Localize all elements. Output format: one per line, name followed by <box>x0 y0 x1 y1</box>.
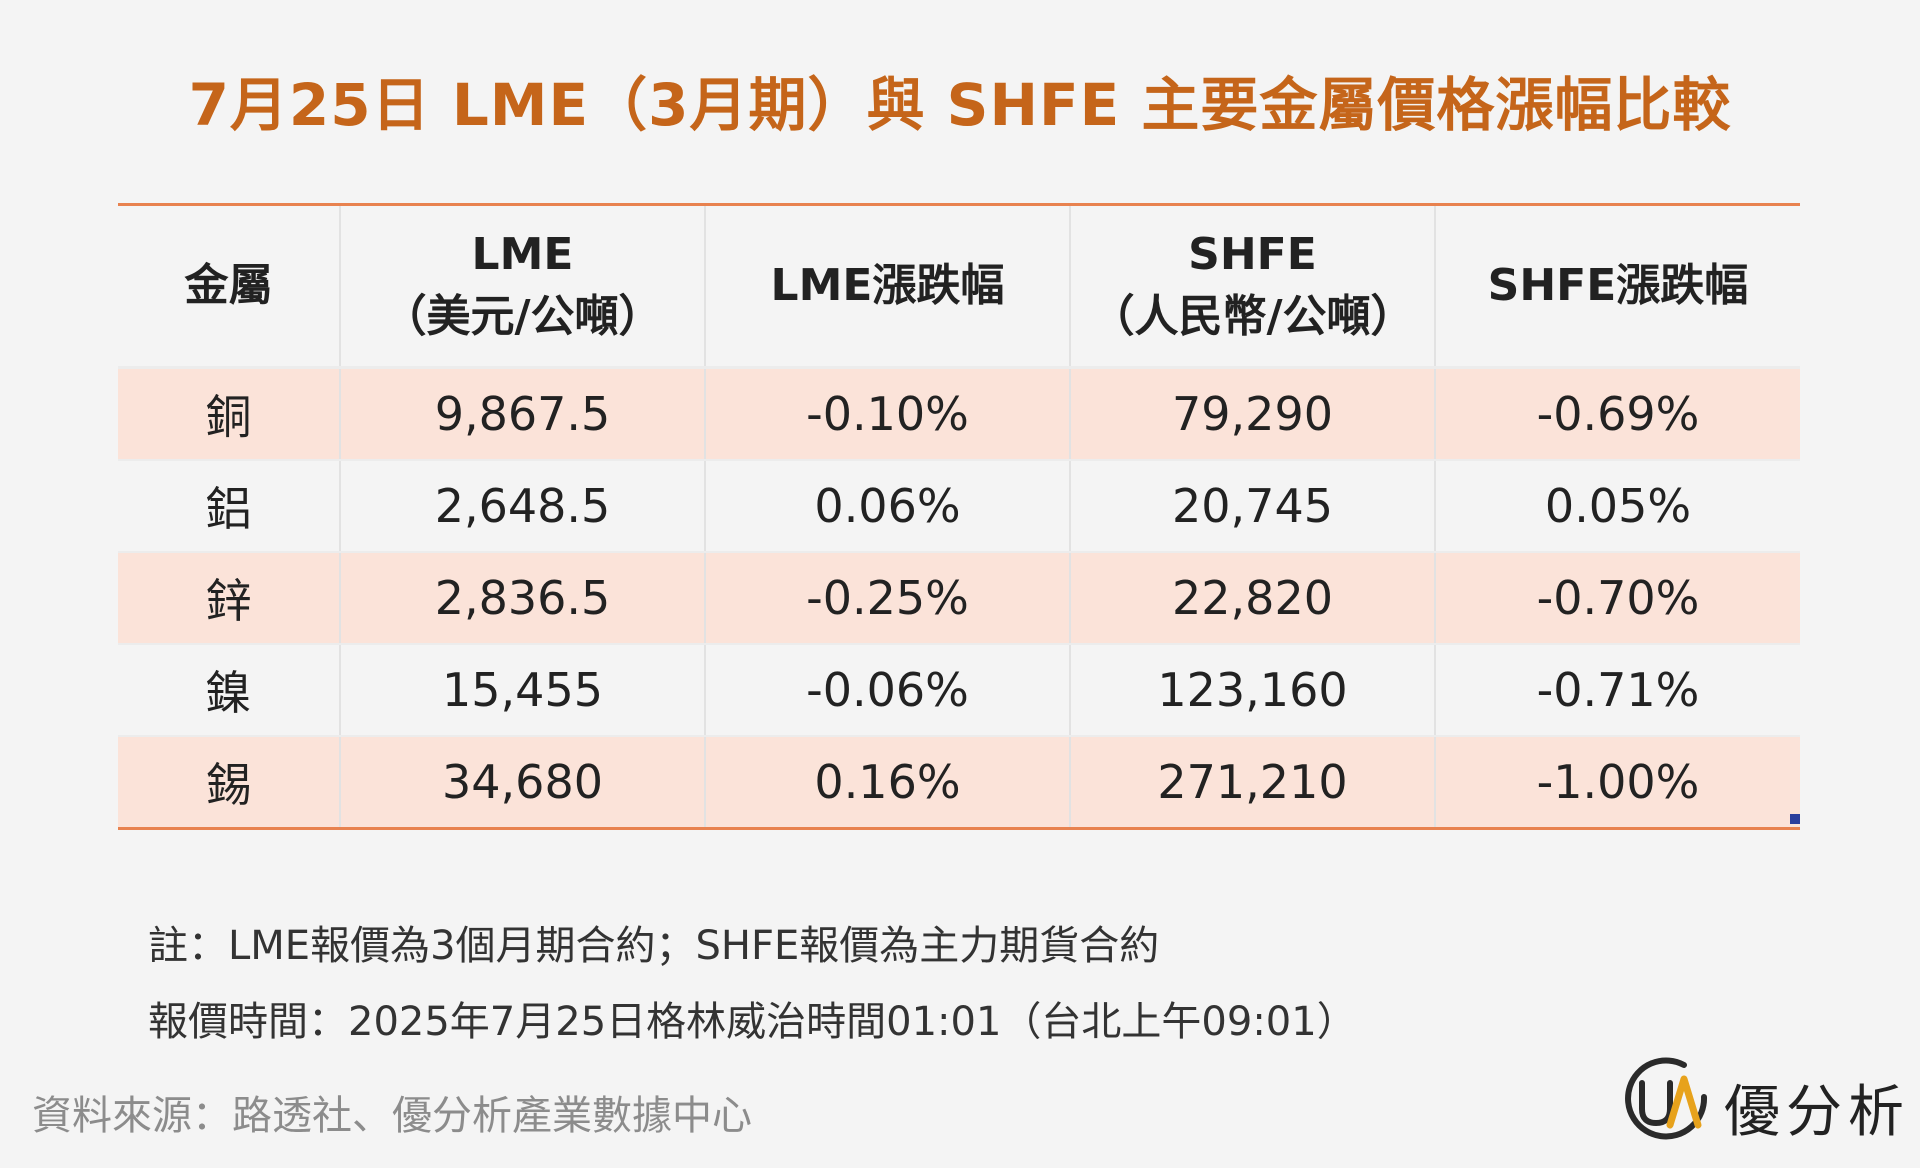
header-shfe-price: SHFE （人民幣/公噸） <box>1070 206 1436 369</box>
header-shfe-price-unit: （人民幣/公噸） <box>1090 291 1415 342</box>
header-metal: 金屬 <box>118 206 341 369</box>
price-table: 金屬 LME （美元/公噸） LME漲跌幅 SHFE （人民幣/公噸） SHFE… <box>118 206 1800 827</box>
cell-lme-price: 15,455 <box>340 644 706 737</box>
cell-shfe-change: 0.05% <box>1435 460 1800 553</box>
header-shfe-change: SHFE漲跌幅 <box>1435 206 1800 369</box>
cell-shfe-price: 22,820 <box>1070 552 1436 645</box>
cell-shfe-change: -1.00% <box>1435 736 1800 827</box>
cell-lme-change: 0.06% <box>705 460 1071 553</box>
note-contract: 註：LME報價為3個月期合約；SHFE報價為主力期貨合約 <box>148 923 1160 969</box>
header-lme-change-label: LME漲跌幅 <box>770 260 1005 311</box>
logo-wordmark: 優分析 <box>1724 1080 1910 1145</box>
cell-metal: 銅 <box>118 367 341 461</box>
header-lme-price-label: LME <box>471 229 574 280</box>
cell-lme-price: 34,680 <box>340 736 706 827</box>
source-text: 資料來源：路透社、優分析產業數據中心 <box>32 1093 752 1139</box>
brand-logo: 優分析 <box>1622 1053 1904 1149</box>
cell-metal: 錫 <box>118 736 341 827</box>
ua-logo-icon <box>1625 1057 1708 1140</box>
note-quote-time: 報價時間：2025年7月25日格林威治時間01:01（台北上午09:01） <box>148 999 1357 1045</box>
cell-shfe-price: 271,210 <box>1070 736 1436 827</box>
cell-lme-price: 9,867.5 <box>340 367 706 461</box>
header-lme-price-unit: （美元/公噸） <box>382 291 663 342</box>
table-body: 銅 9,867.5 -0.10% 79,290 -0.69% 鋁 2,648.5… <box>118 367 1800 827</box>
price-table-container: 金屬 LME （美元/公噸） LME漲跌幅 SHFE （人民幣/公噸） SHFE… <box>118 203 1800 830</box>
cell-lme-change: -0.10% <box>705 367 1071 461</box>
table-corner-marker <box>1790 814 1800 824</box>
cell-metal: 鎳 <box>118 644 341 737</box>
cell-shfe-change: -0.70% <box>1435 552 1800 645</box>
cell-shfe-price: 79,290 <box>1070 367 1436 461</box>
header-row: 金屬 LME （美元/公噸） LME漲跌幅 SHFE （人民幣/公噸） SHFE… <box>118 206 1800 369</box>
cell-lme-price: 2,648.5 <box>340 460 706 553</box>
notes: 註：LME報價為3個月期合約；SHFE報價為主力期貨合約 報價時間：2025年7… <box>148 908 1357 1060</box>
cell-metal: 鋅 <box>118 552 341 645</box>
cell-shfe-price: 123,160 <box>1070 644 1436 737</box>
table-row: 鋁 2,648.5 0.06% 20,745 0.05% <box>118 460 1800 553</box>
cell-shfe-change: -0.71% <box>1435 644 1800 737</box>
table-row: 銅 9,867.5 -0.10% 79,290 -0.69% <box>118 367 1800 461</box>
cell-lme-change: -0.25% <box>705 552 1071 645</box>
chart-title: 7月25日 LME（3月期）與 SHFE 主要金屬價格漲幅比較 <box>188 71 1732 139</box>
header-shfe-price-label: SHFE <box>1188 229 1317 280</box>
cell-shfe-price: 20,745 <box>1070 460 1436 553</box>
cell-shfe-change: -0.69% <box>1435 367 1800 461</box>
header-lme-change: LME漲跌幅 <box>705 206 1071 369</box>
header-metal-label: 金屬 <box>184 260 273 311</box>
header-shfe-change-label: SHFE漲跌幅 <box>1487 260 1749 311</box>
header-lme-price: LME （美元/公噸） <box>340 206 706 369</box>
table-header: 金屬 LME （美元/公噸） LME漲跌幅 SHFE （人民幣/公噸） SHFE… <box>118 206 1800 369</box>
table-row: 鋅 2,836.5 -0.25% 22,820 -0.70% <box>118 552 1800 645</box>
table-row: 錫 34,680 0.16% 271,210 -1.00% <box>118 736 1800 827</box>
table-row: 鎳 15,455 -0.06% 123,160 -0.71% <box>118 644 1800 737</box>
cell-lme-change: 0.16% <box>705 736 1071 827</box>
cell-lme-change: -0.06% <box>705 644 1071 737</box>
cell-lme-price: 2,836.5 <box>340 552 706 645</box>
cell-metal: 鋁 <box>118 460 341 553</box>
